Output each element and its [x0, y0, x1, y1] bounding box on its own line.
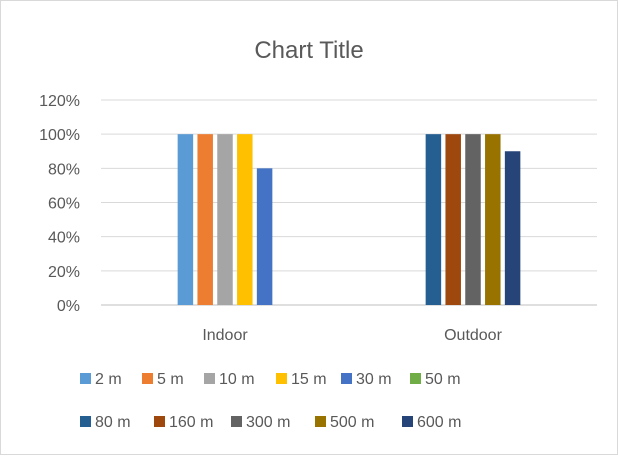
legend-label: 600 m: [417, 414, 461, 431]
legend-item: 30 m: [341, 371, 392, 388]
legend-label: 2 m: [95, 371, 122, 388]
legend-swatch: [410, 373, 421, 384]
legend-item: 300 m: [231, 414, 290, 431]
legend-label: 5 m: [157, 371, 184, 388]
legend-label: 10 m: [219, 371, 255, 388]
legend-item: 80 m: [80, 414, 131, 431]
bar: [237, 134, 253, 305]
bar: [485, 134, 501, 305]
gridlines: [101, 99, 597, 306]
legend-label: 15 m: [291, 371, 327, 388]
y-tick-label: 0%: [57, 298, 80, 315]
bar: [217, 134, 233, 305]
legend-swatch: [204, 373, 215, 384]
bar: [425, 134, 442, 305]
legend-item: 15 m: [276, 371, 327, 388]
y-tick-label: 40%: [48, 230, 80, 247]
legend-swatch: [142, 373, 153, 384]
legend-swatch: [154, 416, 165, 427]
legend-item: 10 m: [204, 371, 255, 388]
legend-swatch: [276, 373, 287, 384]
bar: [177, 134, 194, 305]
chart-title: Chart Title: [254, 37, 363, 64]
x-category-label: Outdoor: [444, 327, 502, 344]
legend-item: 160 m: [154, 414, 213, 431]
legend-item: 2 m: [80, 371, 122, 388]
y-axis-ticks: 0% 20% 40% 60% 80% 100% 120%: [39, 93, 80, 315]
legend-swatch: [315, 416, 326, 427]
legend-label: 30 m: [356, 371, 392, 388]
legend-swatch: [80, 373, 91, 384]
y-tick-label: 80%: [48, 161, 80, 178]
legend-swatch: [341, 373, 352, 384]
legend-item: 50 m: [410, 371, 461, 388]
y-tick-label: 20%: [48, 264, 80, 281]
y-tick-label: 100%: [39, 127, 80, 144]
x-axis-categories: Indoor Outdoor: [202, 327, 502, 344]
bar: [465, 134, 481, 305]
bars: [177, 134, 521, 305]
legend: 2 m 5 m 10 m 15 m 30 m 50 m 80 m 160 m 300 m 500 …: [80, 371, 461, 431]
bar: [504, 151, 521, 305]
bar: [197, 134, 213, 305]
legend-label: 300 m: [246, 414, 290, 431]
legend-label: 80 m: [95, 414, 131, 431]
legend-swatch: [402, 416, 413, 427]
legend-item: 5 m: [142, 371, 184, 388]
y-tick-label: 120%: [39, 93, 80, 110]
legend-label: 160 m: [169, 414, 213, 431]
legend-swatch: [80, 416, 91, 427]
y-tick-label: 60%: [48, 196, 80, 213]
x-category-label: Indoor: [202, 327, 248, 344]
legend-label: 500 m: [330, 414, 374, 431]
legend-item: 600 m: [402, 414, 461, 431]
legend-swatch: [231, 416, 242, 427]
bar: [445, 134, 461, 305]
bar: [256, 168, 273, 305]
legend-item: 500 m: [315, 414, 374, 431]
legend-label: 50 m: [425, 371, 461, 388]
